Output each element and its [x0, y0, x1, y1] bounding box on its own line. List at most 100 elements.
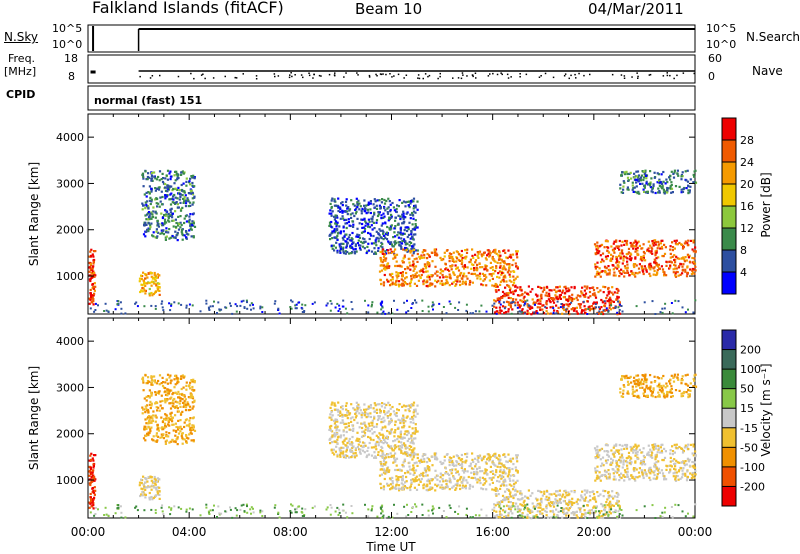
power-point: [583, 294, 587, 297]
power-point: [596, 244, 599, 247]
velocity-point: [516, 479, 519, 482]
power-point: [381, 252, 385, 255]
power-point: [634, 250, 637, 253]
power-point: [631, 181, 634, 184]
power-point: [89, 262, 92, 265]
power-point: [665, 178, 668, 181]
velocity-point: [608, 494, 611, 497]
power-point: [642, 250, 645, 254]
power-point: [173, 301, 176, 304]
power-point: [369, 211, 372, 215]
velocity-point: [526, 508, 529, 511]
power-point: [645, 190, 649, 193]
power-point: [163, 214, 166, 217]
power-point: [400, 237, 403, 240]
power-point: [622, 185, 625, 188]
power-point: [605, 257, 608, 261]
power-point: [670, 302, 673, 304]
power-point: [218, 308, 221, 311]
velocity-point: [409, 455, 412, 458]
velocity-point: [356, 410, 359, 413]
power-point: [478, 262, 481, 265]
velocity-point: [403, 460, 406, 463]
velocity-point: [480, 457, 483, 460]
power-point: [191, 176, 194, 179]
power-point: [359, 244, 362, 247]
power-point: [394, 219, 397, 222]
velocity-point: [193, 389, 196, 392]
power-point: [486, 254, 489, 257]
power-point: [694, 251, 697, 254]
power-point: [474, 253, 477, 256]
power-point: [151, 179, 154, 182]
power-point: [146, 213, 149, 216]
power-point: [340, 202, 343, 205]
velocity-point: [412, 411, 415, 414]
power-point: [581, 286, 584, 289]
power-point: [144, 214, 147, 217]
velocity-point: [147, 415, 151, 418]
power-point: [652, 185, 655, 188]
power-point: [497, 297, 500, 300]
velocity-point: [339, 451, 342, 455]
power-point: [373, 198, 376, 201]
power-point: [616, 313, 619, 316]
power-point: [558, 294, 561, 297]
power-point: [403, 247, 407, 250]
power-point: [504, 305, 507, 309]
power-point: [547, 312, 550, 315]
velocity-point: [409, 417, 412, 420]
velocity-point: [454, 483, 457, 486]
power-point: [152, 235, 155, 238]
power-point: [620, 191, 623, 194]
velocity-point: [503, 466, 506, 469]
power-point: [651, 247, 654, 250]
power-point: [146, 178, 149, 181]
velocity-point: [412, 437, 415, 440]
velocity-point: [378, 474, 382, 477]
power-point: [675, 267, 678, 270]
power-point: [524, 312, 526, 315]
nave-trace: [666, 74, 669, 77]
power-point: [354, 243, 357, 246]
velocity-point: [146, 486, 149, 489]
velocity-point: [391, 480, 394, 483]
power-point: [380, 214, 383, 217]
velocity-point: [352, 445, 355, 448]
velocity-point: [358, 412, 361, 415]
velocity-point: [149, 430, 152, 433]
power-point: [333, 229, 336, 232]
power-point: [486, 269, 489, 272]
nave-trace: [589, 73, 591, 76]
power-point: [467, 271, 470, 275]
velocity-point: [146, 379, 149, 383]
velocity-point: [328, 428, 331, 431]
power-point: [355, 210, 358, 213]
power-point: [511, 308, 514, 311]
velocity-point: [93, 479, 96, 482]
velocity-point: [497, 476, 500, 479]
power-point: [656, 269, 659, 272]
power-point: [395, 274, 398, 277]
velocity-point: [502, 482, 505, 485]
power-point: [499, 262, 502, 265]
nave-trace: [637, 75, 639, 78]
power-point: [426, 257, 429, 260]
power-point: [371, 228, 374, 231]
power-point: [367, 211, 370, 214]
power-point: [350, 199, 353, 202]
velocity-point: [501, 494, 505, 497]
power-point: [168, 198, 171, 201]
velocity-point: [613, 495, 616, 498]
velocity-point: [483, 482, 486, 485]
velocity-point: [414, 415, 417, 418]
power-point: [380, 217, 383, 220]
power-point: [142, 185, 145, 188]
velocity-point: [400, 469, 403, 472]
power-point: [578, 304, 582, 307]
power-point: [547, 298, 550, 301]
velocity-point: [409, 472, 412, 475]
velocity-point: [507, 496, 510, 499]
power-point: [588, 290, 592, 294]
power-point: [606, 240, 609, 243]
